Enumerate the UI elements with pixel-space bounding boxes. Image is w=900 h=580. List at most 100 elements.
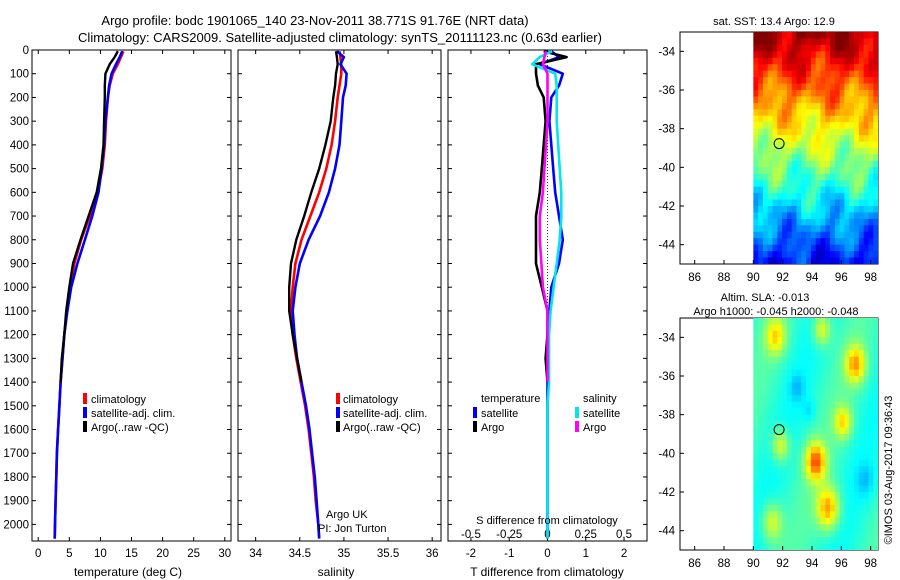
heatmap-cell <box>753 369 759 377</box>
s-difference-xlabel: S difference from climatology <box>476 515 618 527</box>
heatmap-cell <box>820 537 826 545</box>
heatmap-cell <box>753 57 759 65</box>
heatmap-cell <box>786 369 793 377</box>
heatmap-cell <box>791 109 798 117</box>
heatmap-cell <box>825 128 831 136</box>
heatmap-cell <box>815 388 822 396</box>
heatmap-cell <box>801 90 807 98</box>
heatmap-cell <box>858 466 865 474</box>
heatmap-cell <box>772 44 778 52</box>
heatmap-cell <box>839 148 846 156</box>
heatmap-cell <box>810 32 817 40</box>
heatmap-cell <box>868 128 874 136</box>
heatmap-cell <box>801 337 807 345</box>
heatmap-cell <box>753 122 759 130</box>
header-line-1: Argo profile: bodc 1901065_140 23-Nov-20… <box>101 13 528 28</box>
heatmap-cell <box>844 453 850 461</box>
heatmap-cell <box>849 238 855 246</box>
heatmap-cell <box>873 148 878 156</box>
heatmap-cell <box>782 186 788 194</box>
heatmap-cell <box>868 504 874 512</box>
heatmap-cell <box>777 128 783 136</box>
heatmap-cell <box>873 135 878 143</box>
heatmap-cell <box>786 186 793 194</box>
heatmap-cell <box>863 395 870 403</box>
depth-tick-label: 1700 <box>3 448 29 460</box>
heatmap-cell <box>815 51 822 59</box>
heatmap-cell <box>758 369 764 377</box>
heatmap-cell <box>806 141 812 149</box>
heatmap-cell <box>758 122 764 130</box>
heatmap-cell <box>820 167 826 175</box>
heatmap-cell <box>873 350 878 358</box>
heatmap-cell <box>801 122 807 130</box>
heatmap-cell <box>796 511 802 519</box>
heatmap-cell <box>815 466 822 474</box>
heatmap-cell <box>791 257 798 264</box>
heatmap-cell <box>753 128 759 136</box>
heatmap-cell <box>863 504 870 512</box>
heatmap-cell <box>854 70 860 78</box>
heatmap-cell <box>858 167 865 175</box>
heatmap-cell <box>786 167 793 175</box>
heatmap-cell <box>849 363 855 371</box>
heatmap-cell <box>767 109 774 117</box>
heatmap-cell <box>796 453 802 461</box>
heatmap-cell <box>863 44 870 52</box>
heatmap-cell <box>806 238 812 246</box>
heatmap-cell <box>825 109 831 117</box>
heatmap-cell <box>801 382 807 390</box>
heatmap-cell <box>801 524 807 532</box>
heatmap-cell <box>753 318 759 326</box>
heatmap-cell <box>834 414 841 422</box>
heatmap-cell <box>825 148 831 156</box>
heatmap-cell <box>782 218 788 226</box>
heatmap-cell <box>801 453 807 461</box>
heatmap-cell <box>844 186 850 194</box>
heatmap-cell <box>830 524 836 532</box>
heatmap-cell <box>806 251 812 259</box>
heatmap-cell <box>791 154 798 162</box>
heatmap-cell <box>801 530 807 538</box>
legend-label-argo: Argo(..raw -QC) <box>91 422 169 434</box>
heatmap-cell <box>834 83 841 91</box>
heatmap-cell <box>854 459 860 467</box>
heatmap-cell <box>786 193 793 201</box>
heatmap-cell <box>777 498 783 506</box>
heatmap-cell <box>801 401 807 409</box>
depth-tick-label: 0 <box>23 45 29 57</box>
heatmap-cell <box>844 64 850 72</box>
heatmap-cell <box>786 96 793 104</box>
heatmap-cell <box>791 330 798 338</box>
heatmap-cell <box>863 318 870 326</box>
heatmap-cell <box>825 324 831 332</box>
heatmap-cell <box>758 434 764 442</box>
heatmap-cell <box>786 530 793 538</box>
heatmap-cell <box>834 122 841 130</box>
lat-tick-label: -34 <box>658 46 675 58</box>
heatmap-cell <box>801 167 807 175</box>
heatmap-cell <box>854 206 860 214</box>
heatmap-cell <box>863 90 870 98</box>
heatmap-cell <box>873 109 878 117</box>
heatmap-cell <box>854 446 860 454</box>
heatmap-cell <box>786 434 793 442</box>
heatmap-cell <box>858 38 865 46</box>
heatmap-cell <box>806 511 812 519</box>
heatmap-cell <box>868 44 874 52</box>
heatmap-cell <box>777 32 783 40</box>
heatmap-cell <box>839 193 846 201</box>
heatmap-cell <box>815 337 822 345</box>
heatmap-cell <box>777 330 783 338</box>
heatmap-cell <box>791 530 798 538</box>
heatmap-cell <box>868 524 874 532</box>
heatmap-cell <box>873 160 878 168</box>
heatmap-cell <box>767 356 774 364</box>
heatmap-cell <box>854 51 860 59</box>
heatmap-cell <box>777 376 783 384</box>
heatmap-cell <box>854 225 860 233</box>
heatmap-cell <box>815 135 822 143</box>
heatmap-cell <box>810 44 817 52</box>
heatmap-cell <box>753 408 759 416</box>
